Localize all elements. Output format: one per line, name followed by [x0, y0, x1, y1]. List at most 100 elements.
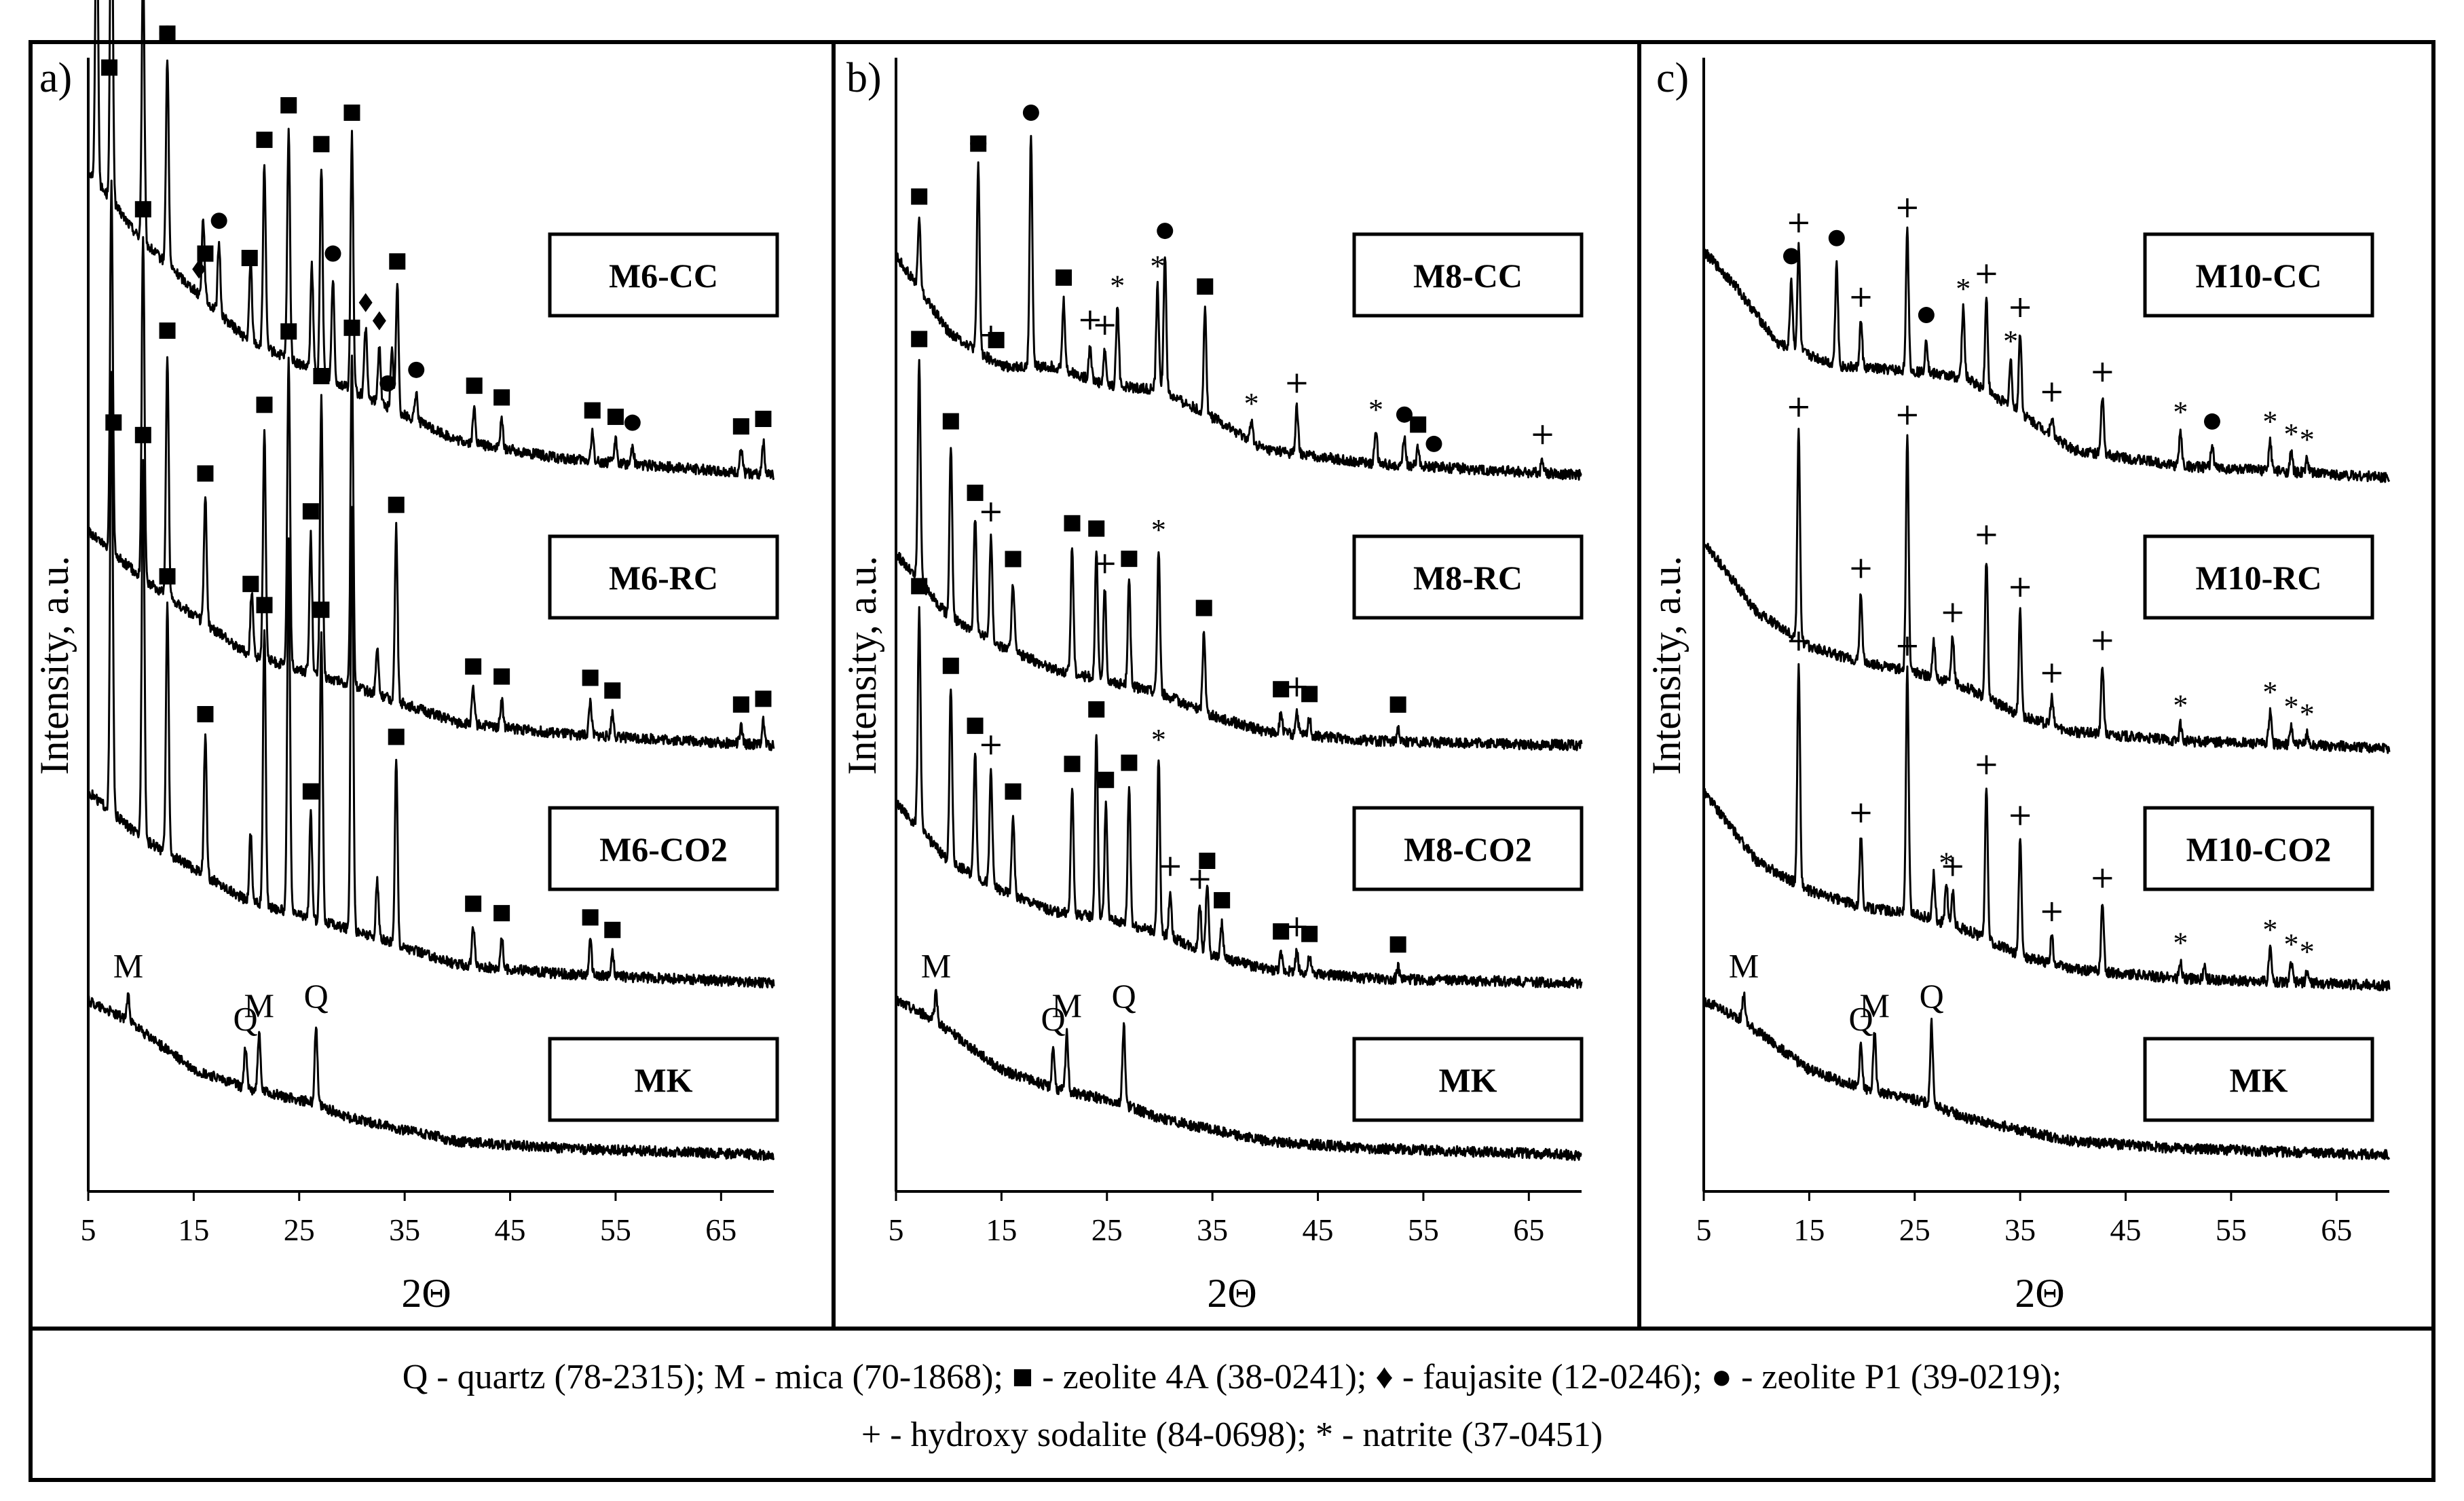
legend-line-1: Q - quartz (78-2315); M - mica (70-1868)…	[403, 1358, 2062, 1396]
zeolite-p1-marker	[1157, 223, 1174, 240]
x-tick-label: 65	[1513, 1212, 1544, 1247]
panel-a: a) Intensity, a.u. 2Θ 5 15 25 35 45 55 65 MQM Q…	[32, 0, 779, 1316]
x-tick-label: 45	[1303, 1212, 1334, 1247]
sodalite-marker	[1789, 631, 1808, 651]
sample-label-box	[548, 534, 779, 620]
sample-label: M8-CC	[1413, 257, 1523, 295]
sample-label: M10-RC	[2195, 559, 2321, 597]
sample-label-box	[548, 232, 779, 318]
natrite-marker: *	[2173, 395, 2188, 428]
panel-c-label: c)	[1656, 55, 1689, 101]
zeolite-4a-marker	[942, 413, 959, 430]
sodalite-marker	[1095, 554, 1115, 574]
zeolite-p1-marker	[1425, 435, 1442, 452]
sodalite-marker	[1897, 198, 1917, 218]
trace-m10-rc	[1702, 428, 2391, 754]
zeolite-4a-marker	[1064, 515, 1081, 532]
zeolite-4a-marker	[280, 323, 297, 340]
mk-peak-quartz: Q	[304, 977, 329, 1015]
sodalite-marker	[2042, 902, 2061, 921]
natrite-marker: *	[2300, 698, 2315, 731]
sodalite-marker	[1977, 264, 1996, 284]
zeolite-4a-marker	[159, 25, 176, 42]
zeolite-4a-marker	[732, 696, 749, 713]
natrite-marker: *	[1151, 723, 1166, 756]
zeolite-4a-marker	[755, 411, 772, 428]
panel-a-y-title: Intensity, a.u.	[32, 556, 77, 775]
x-tick-label: 5	[889, 1212, 904, 1247]
zeolite-4a-marker	[604, 682, 621, 699]
sample-label: M10-CO2	[2186, 830, 2332, 868]
zeolite-4a-marker	[1199, 853, 1216, 869]
zeolite-4a-marker	[1088, 701, 1105, 718]
zeolite-4a-marker	[1389, 936, 1406, 953]
sodalite-marker	[2093, 363, 2112, 382]
sample-label: MK	[2229, 1061, 2288, 1099]
sodalite-marker	[981, 735, 1001, 755]
zeolite-4a-marker	[1214, 892, 1231, 909]
sample-label-box	[1352, 806, 1584, 891]
x-tick-label: 55	[2216, 1212, 2247, 1247]
trace-m6-cc	[87, 0, 775, 481]
zeolite-4a-marker	[280, 97, 297, 114]
zeolite-4a-marker	[134, 201, 151, 218]
zeolite-4a-marker	[1197, 278, 1214, 295]
zeolite-4a-marker	[582, 669, 599, 686]
sodalite-marker	[1977, 525, 1996, 544]
zeolite-4a-marker	[604, 921, 621, 938]
zeolite-4a-marker	[970, 135, 987, 152]
zeolite-4a-marker	[1064, 756, 1081, 773]
mk-peak-quartz: Q	[1920, 977, 1944, 1015]
sodalite-marker	[2042, 663, 2061, 683]
zeolite-4a-marker	[101, 59, 118, 76]
sodalite-marker	[1897, 405, 1917, 425]
trace-m10-cc	[1702, 226, 2391, 483]
trace-m8-cc	[895, 134, 1582, 481]
sodalite-marker	[1789, 397, 1808, 417]
zeolite-4a-marker	[1389, 696, 1406, 713]
zeolite-4a-marker	[159, 568, 176, 585]
zeolite-4a-marker	[1121, 754, 1138, 771]
zeolite-4a-marker	[1301, 925, 1318, 942]
sodalite-marker	[2093, 868, 2112, 888]
zeolite-4a-marker	[1005, 783, 1022, 800]
sample-label: M8-CO2	[1404, 830, 1532, 868]
sodalite-marker	[1851, 803, 1871, 823]
sample-label: MK	[634, 1061, 692, 1099]
sodalite-marker	[1977, 755, 1996, 775]
natrite-marker: *	[1368, 393, 1383, 426]
natrite-marker: *	[2003, 325, 2018, 358]
trace-mk	[895, 988, 1582, 1162]
natrite-marker: *	[2283, 690, 2298, 724]
zeolite-p1-marker	[1918, 307, 1935, 324]
zeolite-4a-marker	[1410, 416, 1427, 433]
zeolite-p1-marker	[408, 361, 425, 378]
panel-c-x-title: 2Θ	[2015, 1271, 2064, 1316]
zeolite-4a-marker	[159, 322, 176, 339]
x-tick-label: 35	[389, 1212, 420, 1247]
sodalite-marker	[1287, 373, 1307, 393]
zeolite-4a-marker	[313, 136, 330, 153]
sample-label: M8-RC	[1413, 559, 1523, 597]
panel-b: b) Intensity, a.u. 2Θ 5 15 25 35 45 55 65 * * * *…	[840, 55, 1584, 1316]
sample-label-box	[2143, 534, 2374, 620]
x-tick-label: 25	[284, 1212, 315, 1247]
zeolite-4a-marker	[343, 105, 360, 121]
sample-label: M6-RC	[609, 559, 718, 597]
natrite-marker: *	[1956, 272, 1971, 305]
sodalite-marker	[1943, 857, 1962, 876]
trace-m8-co2	[895, 606, 1583, 989]
sodalite-marker	[1851, 559, 1871, 578]
sodalite-marker	[2093, 631, 2112, 650]
zeolite-4a-marker	[313, 601, 330, 618]
zeolite-4a-marker	[967, 484, 984, 501]
zeolite-4a-marker	[197, 465, 214, 482]
trace-m10-co2	[1702, 663, 2391, 992]
panel-a-label: a)	[39, 55, 72, 101]
mk-peak-mica: M	[244, 986, 274, 1024]
zeolite-4a-marker	[1301, 686, 1318, 703]
natrite-marker: *	[1151, 513, 1166, 546]
zeolite-4a-marker	[493, 905, 510, 922]
natrite-marker: *	[1150, 250, 1165, 283]
zeolite-4a-marker	[493, 389, 510, 406]
